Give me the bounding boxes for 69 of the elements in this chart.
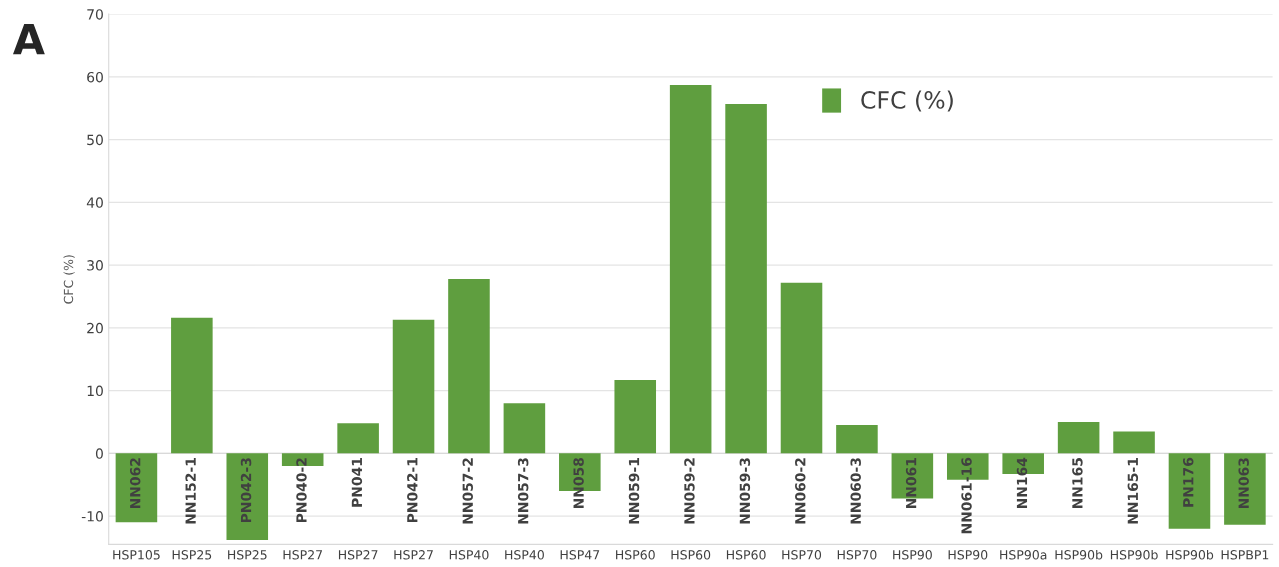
bar	[614, 379, 657, 454]
bar	[725, 103, 767, 454]
x-tick-label: HSP90a	[1000, 550, 1047, 560]
annotation: PN042-1	[407, 458, 418, 523]
x-tick-label: HSP90b	[1166, 549, 1214, 560]
annotation: NN060-3	[850, 458, 861, 524]
annotation: NN061-16	[961, 457, 972, 534]
x-tick-label: HSP47	[560, 550, 600, 560]
bar	[669, 85, 712, 454]
bar	[337, 423, 379, 454]
x-tick-label: HSP90	[893, 550, 932, 560]
bar	[836, 425, 878, 454]
y-tick-label: 50	[87, 134, 103, 146]
annotation: NN061	[905, 458, 917, 509]
bar	[1224, 453, 1266, 525]
x-tick-label: HSP25	[228, 550, 267, 560]
annotation: NN165-1	[1127, 458, 1139, 524]
annotation: NN060-2	[795, 458, 806, 524]
x-tick-label: HSP60	[671, 550, 711, 560]
annotation: NN057-2	[462, 458, 473, 524]
bar	[1168, 453, 1211, 529]
y-tick-label: -10	[81, 511, 103, 522]
annotation: NN152-1	[185, 458, 196, 524]
y-tick-label: 10	[87, 385, 103, 397]
annotation: NN058	[573, 457, 584, 509]
x-tick-label: HSP40	[505, 550, 544, 560]
x-tick-label: HSP27	[338, 550, 378, 560]
x-tick-label: HSP60	[726, 550, 766, 560]
y-axis-title: CFC (%)	[63, 255, 75, 304]
y-tick-label: 70	[87, 9, 103, 20]
x-tick-label: HSP27	[394, 550, 433, 560]
annotation: NN062	[129, 458, 141, 509]
bar	[171, 317, 213, 454]
x-tick-label: HSP27	[283, 550, 323, 560]
bar	[503, 403, 546, 454]
x-tick-label: HSP90	[948, 550, 988, 560]
annotation: NN164	[1016, 457, 1028, 509]
annotation: NN057-3	[517, 458, 529, 524]
bar	[1113, 431, 1155, 454]
annotation: PN176	[1183, 457, 1194, 507]
annotation: PN042-3	[240, 458, 252, 523]
bar	[392, 319, 435, 454]
legend-label: CFC (%)	[861, 90, 953, 112]
bar	[226, 453, 269, 540]
x-tick-label: HSP70	[782, 550, 822, 560]
bar	[1057, 421, 1100, 454]
x-tick-label: HSP60	[616, 550, 655, 560]
annotation: PN040-2	[296, 458, 307, 523]
chart-title: A	[12, 23, 45, 55]
x-tick-label: HSP105	[113, 550, 160, 560]
y-tick-label: 40	[86, 197, 103, 208]
annotation: NN165	[1072, 458, 1083, 509]
x-tick-label: HSP40	[449, 550, 489, 560]
x-tick-label: HSP90b	[1055, 549, 1103, 560]
x-tick-label: HSP90b	[1110, 549, 1158, 560]
annotation: NN059-2	[684, 458, 695, 524]
bar	[448, 278, 490, 454]
annotation: NN059-1	[628, 458, 640, 524]
annotation: NN063	[1238, 458, 1249, 509]
y-tick-label: 60	[87, 71, 103, 83]
annotation: NN059-3	[739, 458, 751, 524]
y-tick-label: 30	[87, 260, 103, 271]
x-tick-label: HSP70	[837, 550, 877, 560]
y-tick-label: 20	[87, 322, 103, 334]
annotation: PN041	[351, 458, 363, 507]
x-tick-label: HSP25	[172, 550, 212, 560]
y-tick-label: 0	[95, 448, 103, 459]
bar	[780, 282, 823, 454]
x-tick-label: HSPBP1	[1221, 550, 1269, 560]
